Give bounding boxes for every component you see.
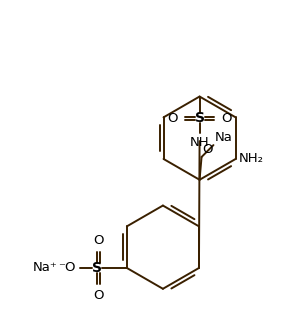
Text: Na⁺: Na⁺ bbox=[33, 261, 57, 274]
Text: NH: NH bbox=[190, 136, 209, 149]
Text: O: O bbox=[221, 112, 232, 125]
Text: O: O bbox=[93, 289, 103, 302]
Text: NH₂: NH₂ bbox=[239, 153, 264, 166]
Text: O: O bbox=[203, 143, 213, 156]
Text: S: S bbox=[92, 261, 102, 275]
Text: ⁻O: ⁻O bbox=[58, 261, 75, 274]
Text: S: S bbox=[195, 111, 204, 125]
Text: O: O bbox=[167, 112, 178, 125]
Text: Na: Na bbox=[215, 131, 232, 144]
Text: O: O bbox=[93, 234, 103, 247]
